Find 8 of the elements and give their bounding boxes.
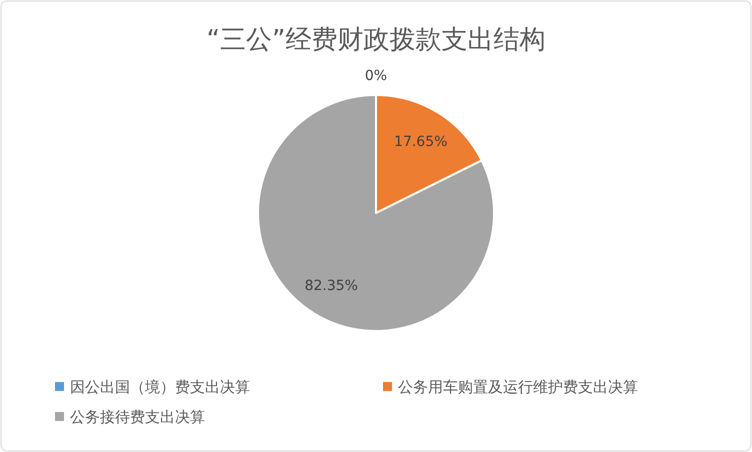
pie-slice	[257, 94, 495, 332]
legend-label: 因公出国（境）费支出决算	[70, 378, 250, 396]
legend-label: 公务接待费支出决算	[70, 408, 205, 426]
text: 0%	[364, 68, 388, 84]
chart-title: “三公”经费财政拨款支出结构	[206, 25, 546, 55]
data-label: 17.65%	[394, 134, 448, 150]
data-label: 82.35%	[304, 278, 358, 294]
legend-label: 公务用车购置及运行维护费支出决算	[398, 378, 638, 396]
